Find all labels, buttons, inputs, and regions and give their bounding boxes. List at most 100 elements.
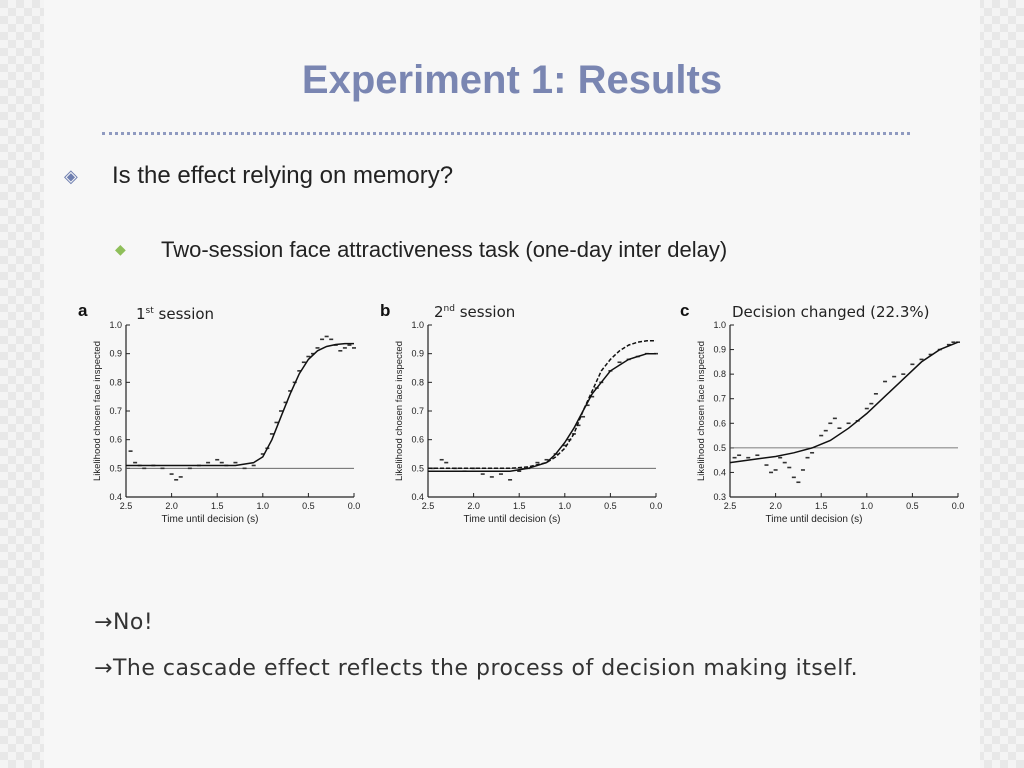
data-point	[810, 451, 815, 454]
data-point	[187, 467, 192, 470]
y-tick-label: 0.7	[109, 406, 122, 416]
data-point	[581, 415, 586, 418]
y-tick-label: 0.5	[411, 463, 424, 473]
data-point	[544, 458, 549, 461]
data-point	[782, 461, 787, 464]
fit-curve	[126, 342, 354, 467]
y-axis-label: Likelihood chosen face inspected	[394, 341, 405, 481]
y-tick-label: 1.0	[109, 320, 122, 330]
data-point	[160, 467, 165, 470]
data-point	[892, 375, 897, 378]
data-point	[946, 343, 951, 346]
fit-curve	[729, 341, 959, 464]
chart-decision-changed: 0.3 0.4 0.5 0.6 0.7 0.8 0.9 1.0 2.5 2.0 1.5 1.0 0.5 0…	[696, 320, 965, 525]
x-tick-label: 2.0	[769, 501, 782, 511]
data-point	[883, 380, 888, 383]
data-point	[737, 454, 742, 457]
data-point	[338, 350, 343, 352]
x-tick-label: 2.0	[467, 501, 480, 511]
data-point	[585, 404, 590, 407]
y-tick-label: 0.8	[411, 377, 424, 387]
data-point	[508, 479, 513, 481]
bullet-question: Is the effect relying on memory?	[112, 162, 454, 189]
x-tick-label: 1.0	[559, 501, 572, 511]
y-tick-label: 0.8	[109, 377, 122, 387]
caption-superscript: nd	[443, 304, 455, 314]
data-point	[242, 467, 247, 470]
x-tick-label: 0.0	[952, 501, 965, 511]
y-tick-label: 0.5	[109, 463, 122, 473]
data-point	[219, 461, 224, 464]
y-tick-label: 0.3	[713, 492, 726, 502]
data-point	[562, 444, 567, 447]
conclusion-no: →No!	[94, 610, 153, 635]
data-point	[590, 395, 595, 398]
data-point	[269, 433, 274, 435]
y-axis-label: Likelihood chosen face inspected	[696, 341, 707, 481]
x-tick-label: 1.5	[815, 501, 828, 511]
y-tick-label: 0.4	[109, 492, 122, 502]
data-point	[787, 466, 792, 469]
data-point	[919, 358, 924, 361]
data-point	[489, 476, 494, 478]
data-point	[823, 429, 828, 432]
y-tick-label: 0.4	[411, 492, 424, 502]
x-tick-label: 0.5	[906, 501, 919, 511]
caption-suffix: session	[454, 303, 516, 321]
data-point	[617, 361, 622, 364]
data-point	[306, 355, 311, 358]
x-tick-label: 1.0	[257, 501, 270, 511]
figure-panel-c: c Decision changed (22.3%) 0.3 0.4 0.5 0.6 0…	[678, 295, 973, 540]
panel-letter: c	[680, 301, 690, 320]
x-tick-label: 1.0	[861, 501, 874, 511]
data-point	[901, 373, 906, 375]
data-point	[279, 410, 284, 412]
data-point	[206, 461, 211, 464]
y-tick-label: 0.9	[713, 345, 726, 355]
panel-caption: 1st session	[136, 305, 214, 323]
bullet-task: Two-session face attractiveness task (on…	[161, 237, 728, 262]
data-point	[142, 467, 147, 470]
data-point	[576, 424, 581, 427]
data-point	[832, 417, 837, 420]
data-point	[480, 473, 485, 475]
panel-letter: b	[380, 301, 391, 320]
data-point	[517, 470, 522, 472]
data-point	[956, 341, 960, 343]
caption-superscript: st	[145, 306, 154, 316]
data-point	[732, 456, 737, 459]
caption-text: 1	[136, 305, 146, 323]
slide: Experiment 1: Results ◈ Is the effect re…	[44, 0, 980, 768]
data-point	[910, 363, 915, 366]
data-point	[324, 335, 329, 338]
data-point	[297, 370, 302, 372]
y-tick-label: 0.6	[411, 435, 424, 445]
data-point	[352, 347, 356, 349]
data-point	[791, 476, 796, 479]
y-tick-label: 0.7	[411, 406, 424, 416]
x-tick-label: 0.5	[604, 501, 617, 511]
data-point	[233, 461, 238, 464]
y-tick-label: 0.5	[713, 443, 726, 453]
fit-curve-dashed	[428, 340, 656, 470]
data-point	[796, 481, 801, 484]
data-point	[778, 456, 783, 459]
y-axis-label: Likelihood chosen face inspected	[92, 341, 103, 481]
caption-text: 2	[434, 303, 444, 321]
figure-panels: a 1st session 0.4 0.5 0.6 0.7 0.8 0.9 1.0 2.5 2.…	[44, 295, 980, 545]
conclusion-text: No!	[112, 610, 154, 635]
conclusion-text: The cascade effect reflects the process …	[112, 656, 859, 681]
data-point	[755, 454, 760, 457]
fit-curve	[428, 352, 656, 472]
x-tick-label: 1.5	[513, 501, 526, 511]
x-tick-label: 1.5	[211, 501, 224, 511]
data-point	[178, 476, 183, 478]
y-tick-label: 0.9	[109, 349, 122, 359]
panel-caption: 2nd session	[434, 303, 515, 321]
data-point	[773, 469, 778, 471]
data-point	[133, 461, 138, 464]
data-point	[864, 407, 869, 410]
data-point	[951, 341, 956, 343]
diamond-filled-icon: ◆	[115, 241, 126, 257]
x-tick-label: 2.5	[422, 501, 435, 511]
